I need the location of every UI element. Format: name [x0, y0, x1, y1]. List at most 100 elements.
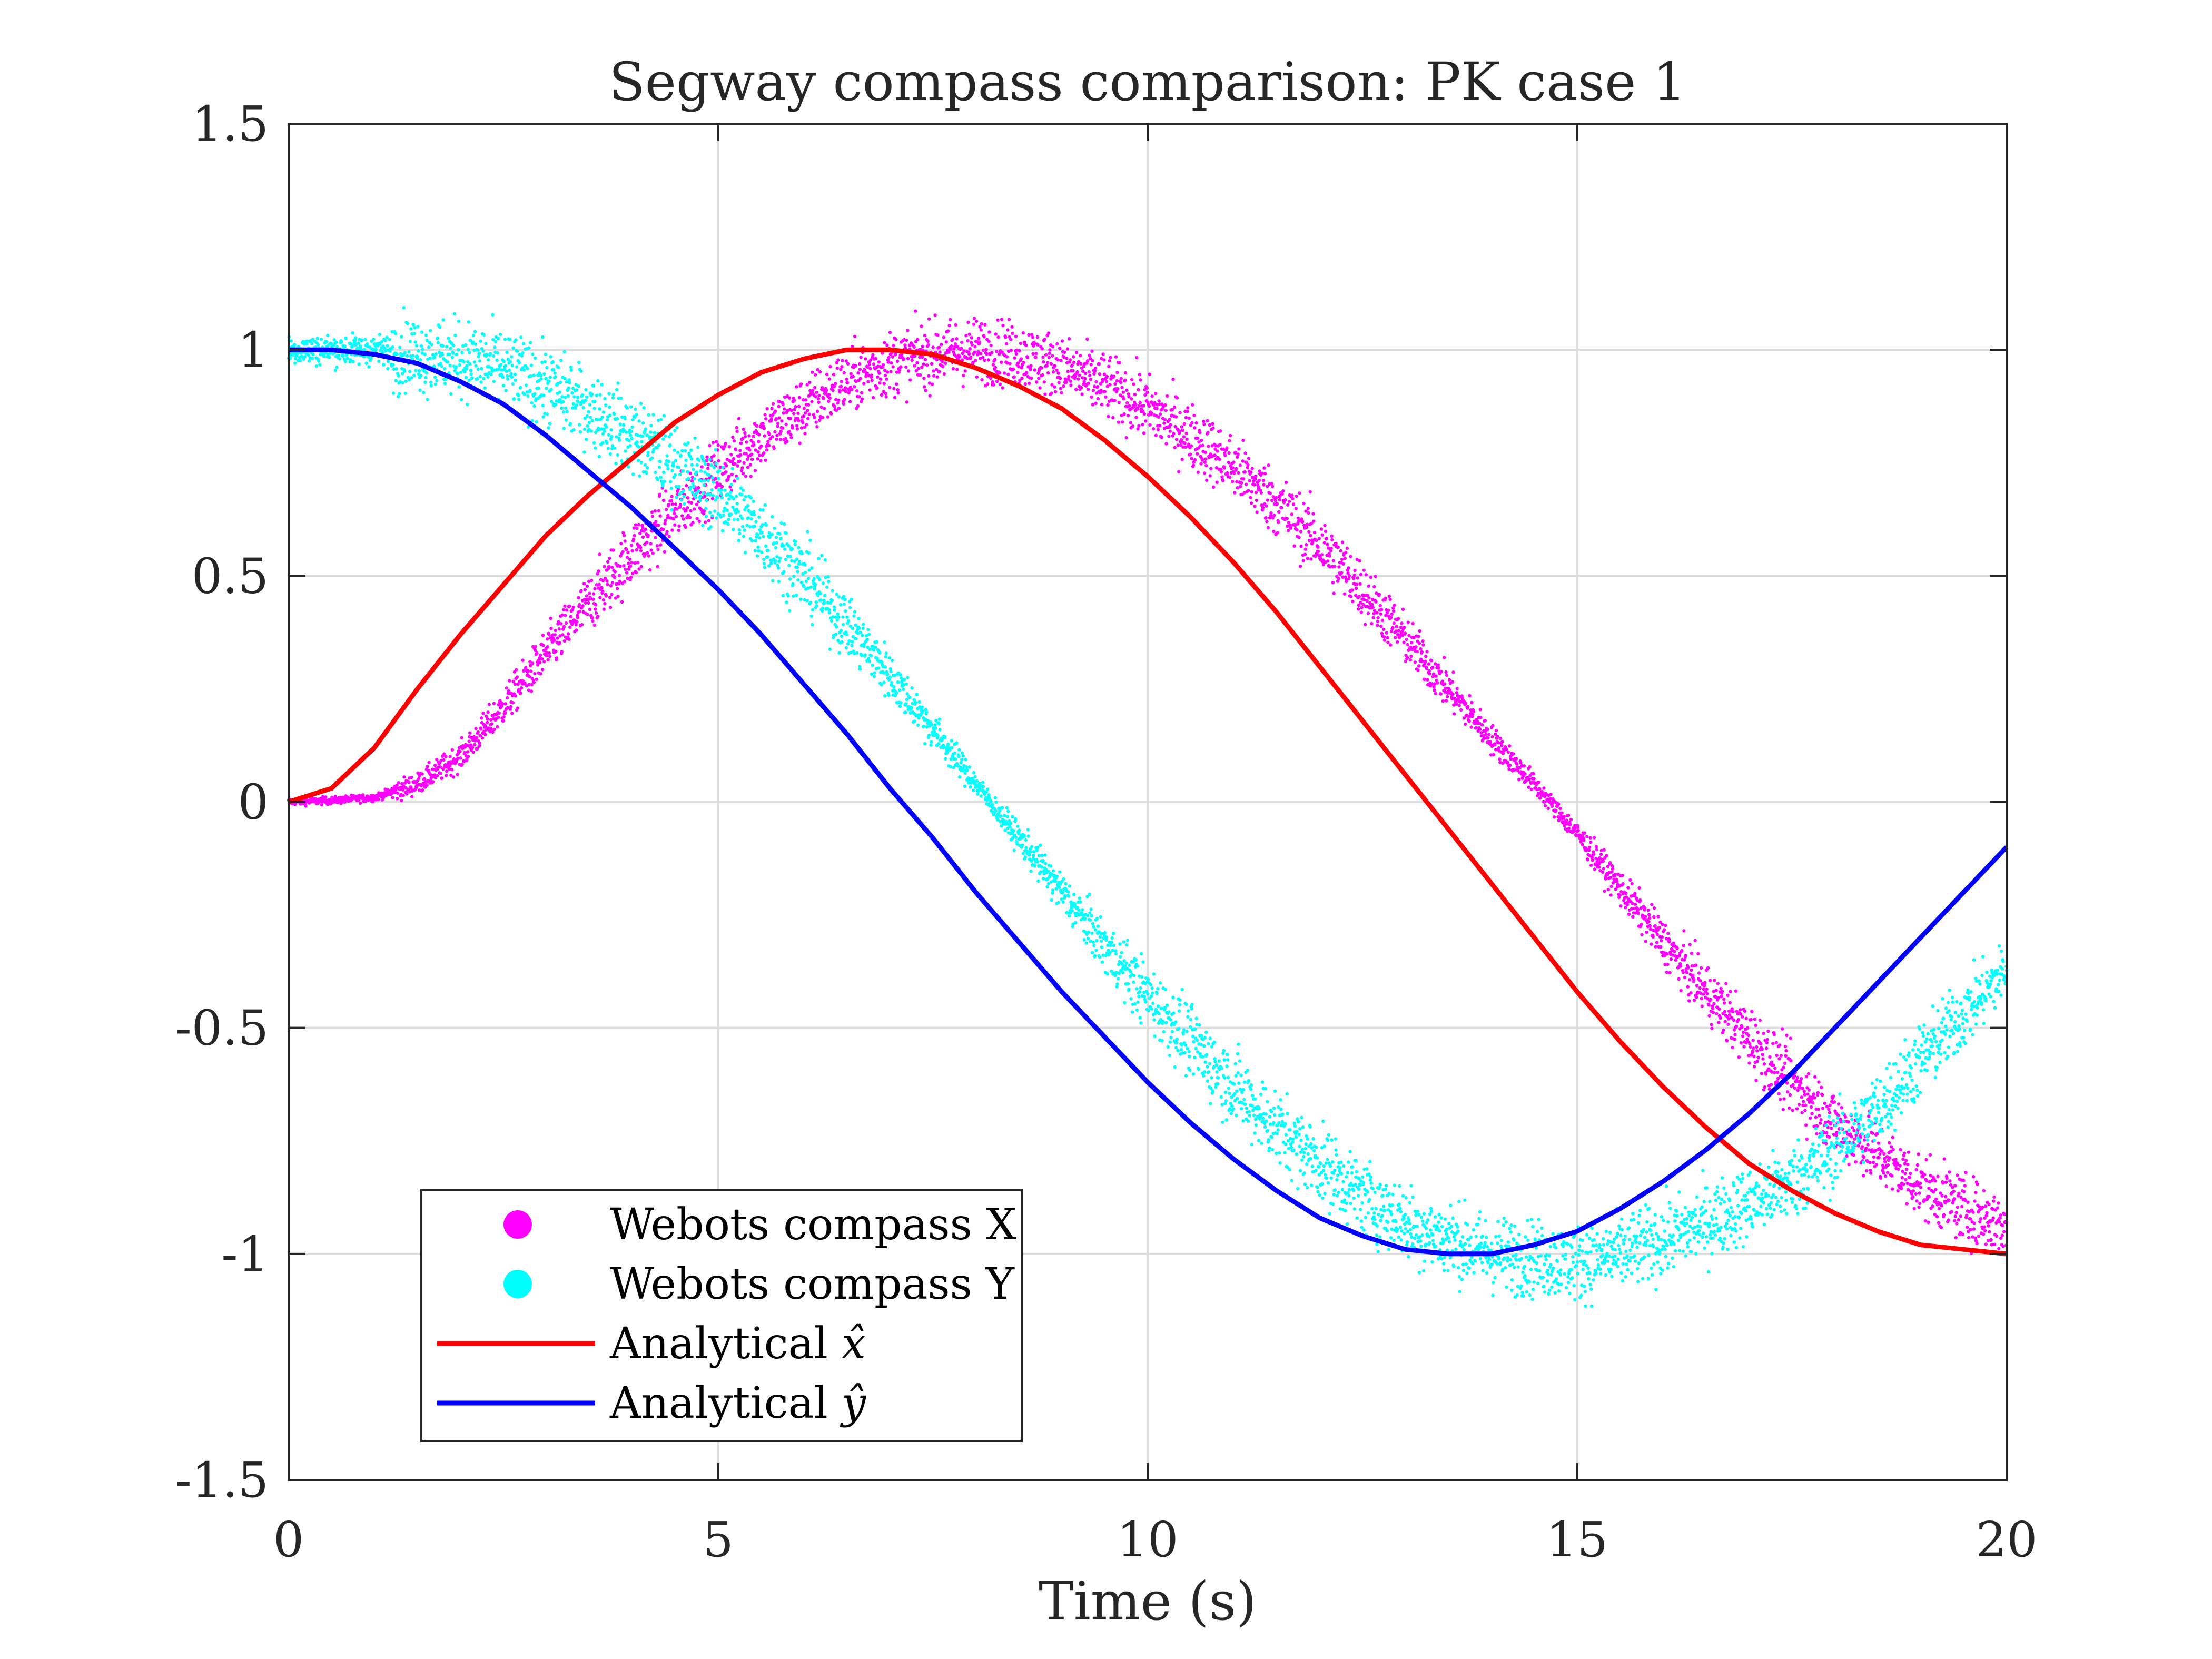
scatter-point	[738, 453, 743, 457]
scatter-point	[1791, 1083, 1795, 1087]
scatter-point	[1860, 1145, 1864, 1149]
scatter-point	[1189, 452, 1192, 456]
scatter-point	[1280, 492, 1284, 496]
scatter-point	[1239, 485, 1242, 488]
scatter-point	[757, 453, 762, 457]
scatter-point	[1648, 924, 1652, 927]
scatter-point	[1113, 399, 1117, 402]
scatter-point	[1854, 1160, 1858, 1164]
scatter-point	[577, 384, 580, 388]
scatter-point	[795, 423, 799, 428]
scatter-point	[1942, 1213, 1946, 1217]
scatter-point	[1710, 1026, 1714, 1030]
scatter-point	[622, 534, 626, 537]
scatter-point	[1021, 331, 1025, 335]
scatter-point	[645, 551, 649, 555]
scatter-point	[1228, 476, 1232, 479]
scatter-point	[572, 428, 576, 432]
scatter-point	[627, 561, 630, 565]
scatter-point	[617, 574, 621, 578]
scatter-point	[610, 592, 614, 596]
scatter-point	[1007, 318, 1011, 321]
scatter-point	[418, 388, 422, 392]
scatter-point	[1320, 533, 1324, 537]
scatter-point	[628, 578, 632, 582]
scatter-point	[363, 338, 367, 341]
scatter-point	[680, 514, 684, 518]
scatter-point	[980, 322, 983, 326]
scatter-point	[1033, 368, 1037, 372]
scatter-point	[345, 357, 349, 360]
scatter-point	[1910, 1192, 1913, 1196]
scatter-point	[642, 406, 646, 410]
scatter-point	[802, 407, 806, 410]
scatter-point	[1451, 670, 1455, 674]
scatter-point	[766, 440, 770, 443]
scatter-point	[546, 658, 550, 662]
scatter-point	[1606, 887, 1610, 892]
scatter-point	[1309, 534, 1312, 538]
scatter-point	[1112, 374, 1116, 378]
scatter-point	[1135, 355, 1139, 360]
scatter-point	[1935, 1214, 1939, 1219]
scatter-point	[764, 458, 767, 462]
scatter-point	[1983, 1229, 1987, 1233]
scatter-point	[1656, 928, 1660, 932]
scatter-point	[396, 791, 400, 795]
scatter-point	[708, 443, 712, 448]
scatter-point	[367, 365, 371, 369]
scatter-point	[868, 388, 872, 392]
scatter-point	[842, 402, 846, 406]
scatter-point	[1395, 625, 1398, 628]
scatter-point	[1944, 1180, 1948, 1184]
scatter-point	[757, 433, 761, 437]
scatter-point	[1652, 915, 1656, 919]
scatter-point	[1456, 694, 1459, 698]
scatter-point	[1608, 861, 1612, 865]
scatter-point	[670, 508, 674, 512]
scatter-point	[783, 407, 786, 411]
scatter-point	[1976, 1182, 1979, 1186]
scatter-point	[795, 385, 798, 389]
scatter-point	[1981, 1206, 1984, 1209]
scatter-point	[511, 382, 515, 386]
scatter-point	[1882, 1152, 1886, 1156]
scatter-point	[743, 434, 747, 439]
scatter-point	[1653, 924, 1657, 928]
scatter-point	[1351, 599, 1355, 604]
scatter-point	[1196, 470, 1200, 474]
scatter-point	[445, 774, 448, 777]
scatter-point	[868, 367, 872, 370]
scatter-point	[498, 332, 502, 337]
scatter-point	[540, 335, 545, 339]
scatter-point	[1340, 557, 1344, 561]
scatter-point	[1393, 603, 1396, 607]
scatter-point	[1775, 1053, 1779, 1058]
scatter-point	[874, 357, 878, 361]
scatter-point	[1189, 444, 1193, 448]
scatter-point	[1468, 694, 1472, 698]
scatter-point	[1987, 1224, 1990, 1228]
scatter-point	[654, 520, 658, 524]
scatter-point	[752, 434, 755, 438]
scatter-point	[661, 470, 666, 475]
scatter-point	[1053, 385, 1056, 389]
scatter-point	[725, 458, 729, 461]
scatter-point	[657, 465, 661, 469]
scatter-point	[1549, 792, 1553, 796]
scatter-point	[492, 379, 496, 383]
scatter-point	[567, 637, 571, 641]
scatter-point	[1122, 412, 1126, 416]
scatter-point	[1707, 1014, 1711, 1018]
scatter-point	[445, 345, 449, 349]
scatter-point	[517, 398, 521, 401]
scatter-point	[673, 429, 677, 432]
scatter-point	[1257, 486, 1261, 489]
scatter-point	[1557, 818, 1561, 822]
scatter-point	[403, 369, 407, 373]
scatter-point	[944, 340, 949, 344]
scatter-point	[1628, 878, 1632, 882]
scatter-point	[1832, 1100, 1836, 1104]
scatter-point	[543, 360, 547, 363]
scatter-point	[315, 337, 319, 340]
